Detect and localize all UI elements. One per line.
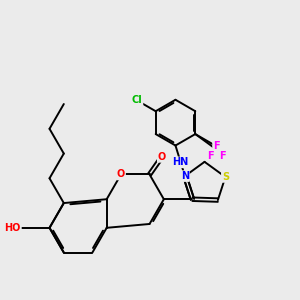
Text: F: F [219,152,225,161]
Text: O: O [158,152,166,162]
Text: S: S [222,172,229,182]
Text: F: F [207,152,214,161]
Text: F: F [213,141,220,151]
Text: HN: HN [172,157,189,167]
Text: HO: HO [4,223,21,233]
Text: Cl: Cl [132,95,142,106]
Text: N: N [181,171,189,181]
Text: O: O [117,169,125,179]
